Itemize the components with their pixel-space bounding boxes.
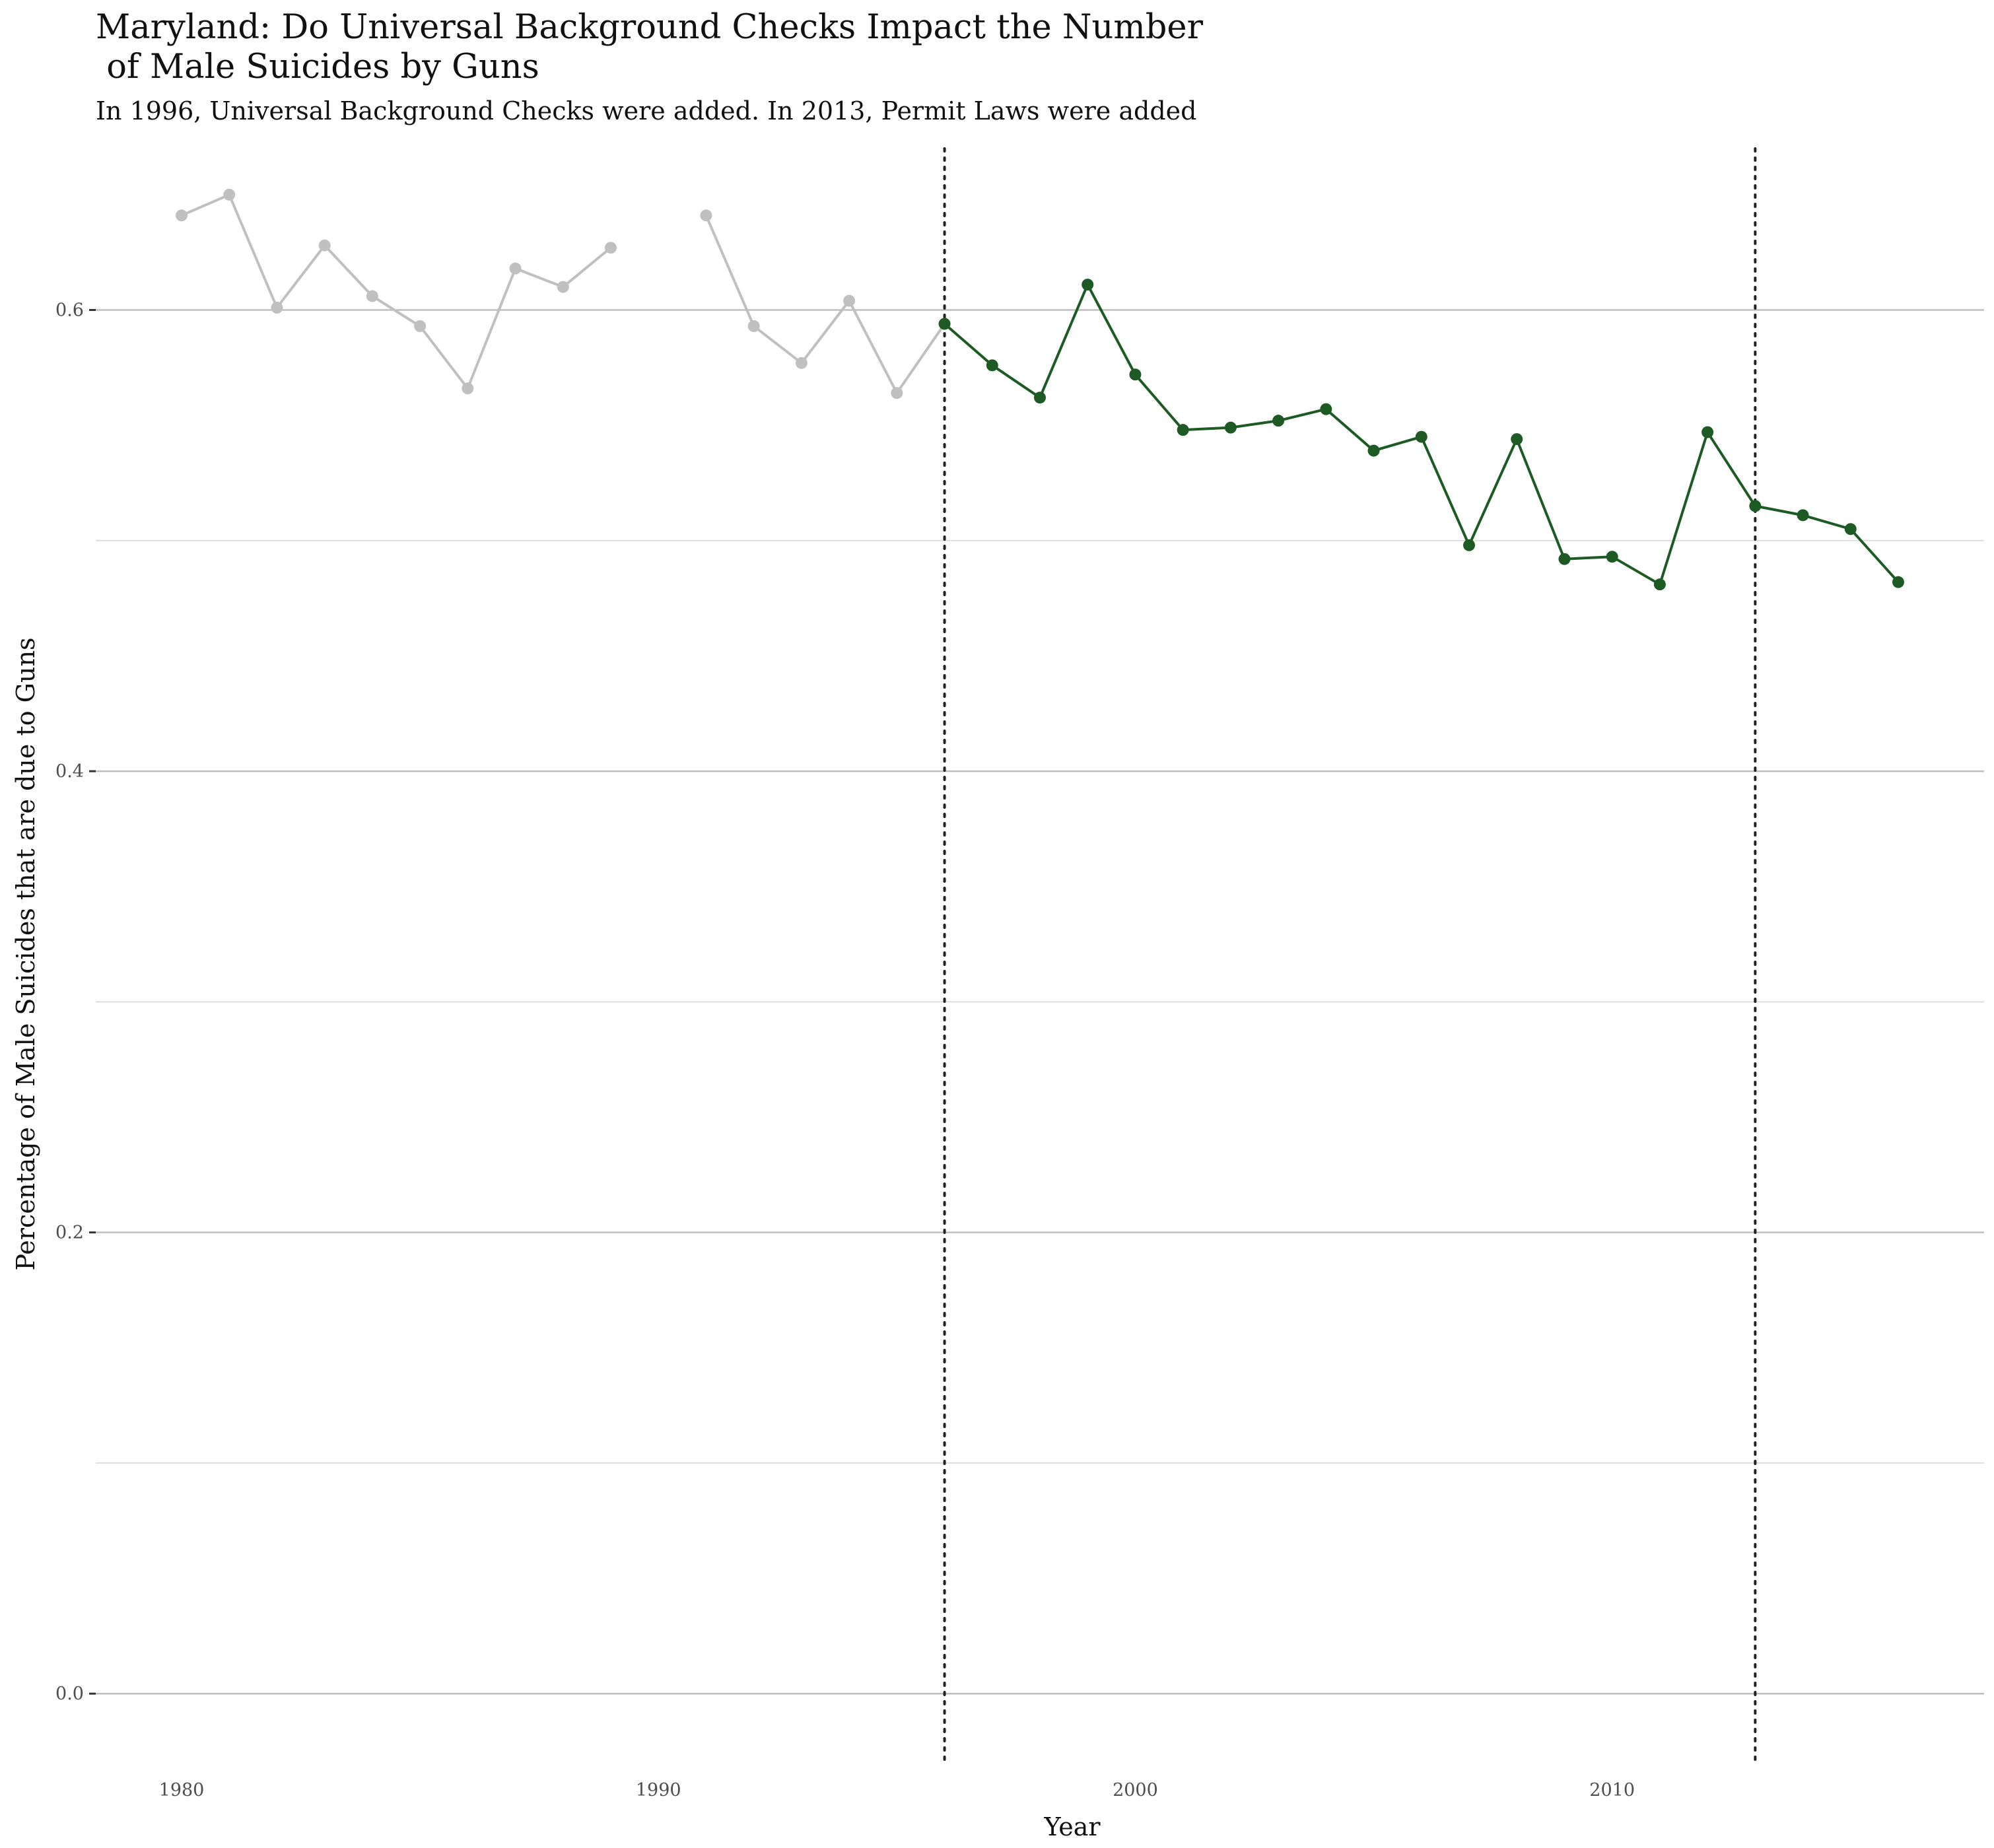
y-tick-label: 0.0 <box>55 1684 84 1704</box>
data-point <box>700 209 712 222</box>
data-point <box>1415 430 1427 443</box>
data-point <box>843 294 856 307</box>
data-point <box>1511 433 1523 446</box>
data-point <box>605 242 617 254</box>
y-axis-title: Percentage of Male Suicides that are due… <box>11 638 40 1271</box>
axis-layer: 0.0 0.2 0.4 0.6 1980 1990 2000 2010 <box>55 300 1635 1801</box>
data-point <box>366 290 378 302</box>
data-point <box>1653 578 1666 591</box>
chart-title: Maryland: Do Universal Background Checks… <box>96 8 1203 86</box>
data-point <box>986 359 998 372</box>
data-point <box>1082 279 1094 291</box>
data-point <box>795 357 808 369</box>
y-tick-label: 0.2 <box>55 1223 84 1243</box>
data-point <box>938 318 951 330</box>
data-point <box>1177 424 1189 436</box>
data-point <box>462 382 474 395</box>
data-point <box>1558 553 1571 565</box>
data-point <box>1797 509 1809 522</box>
grid-layer <box>96 309 1984 1695</box>
series-line <box>705 215 946 395</box>
y-tick-label: 0.6 <box>55 300 84 321</box>
data-point <box>1844 523 1857 535</box>
series-layer <box>176 188 1904 591</box>
x-tick-label: 2010 <box>1589 1780 1635 1800</box>
data-point <box>1224 421 1237 434</box>
chart-subtitle: In 1996, Universal Background Checks wer… <box>96 96 1197 125</box>
data-point <box>1606 551 1618 563</box>
data-point <box>509 262 522 275</box>
series-1 <box>938 279 1904 591</box>
x-axis-title: Year <box>1043 1812 1101 1841</box>
data-point <box>1702 426 1714 438</box>
data-point <box>414 320 427 332</box>
data-point <box>1749 500 1762 512</box>
series-line <box>181 193 612 390</box>
data-point <box>176 209 188 222</box>
data-point <box>271 302 283 314</box>
data-point <box>1367 444 1380 457</box>
data-point <box>1272 415 1285 427</box>
data-point <box>1034 392 1046 404</box>
x-tick-label: 1990 <box>636 1780 681 1800</box>
y-tick-label: 0.4 <box>55 761 84 782</box>
data-point <box>891 387 903 399</box>
data-point <box>1892 576 1904 588</box>
x-tick-label: 1980 <box>159 1780 205 1800</box>
data-point <box>1129 368 1142 381</box>
data-point <box>318 239 331 252</box>
data-point <box>1320 403 1332 415</box>
reference-lines <box>943 147 1757 1764</box>
series-0 <box>176 188 951 399</box>
data-point <box>557 281 569 293</box>
data-point <box>747 320 760 332</box>
data-point <box>1463 539 1475 551</box>
x-tick-label: 2000 <box>1113 1780 1158 1800</box>
data-point <box>223 188 236 201</box>
